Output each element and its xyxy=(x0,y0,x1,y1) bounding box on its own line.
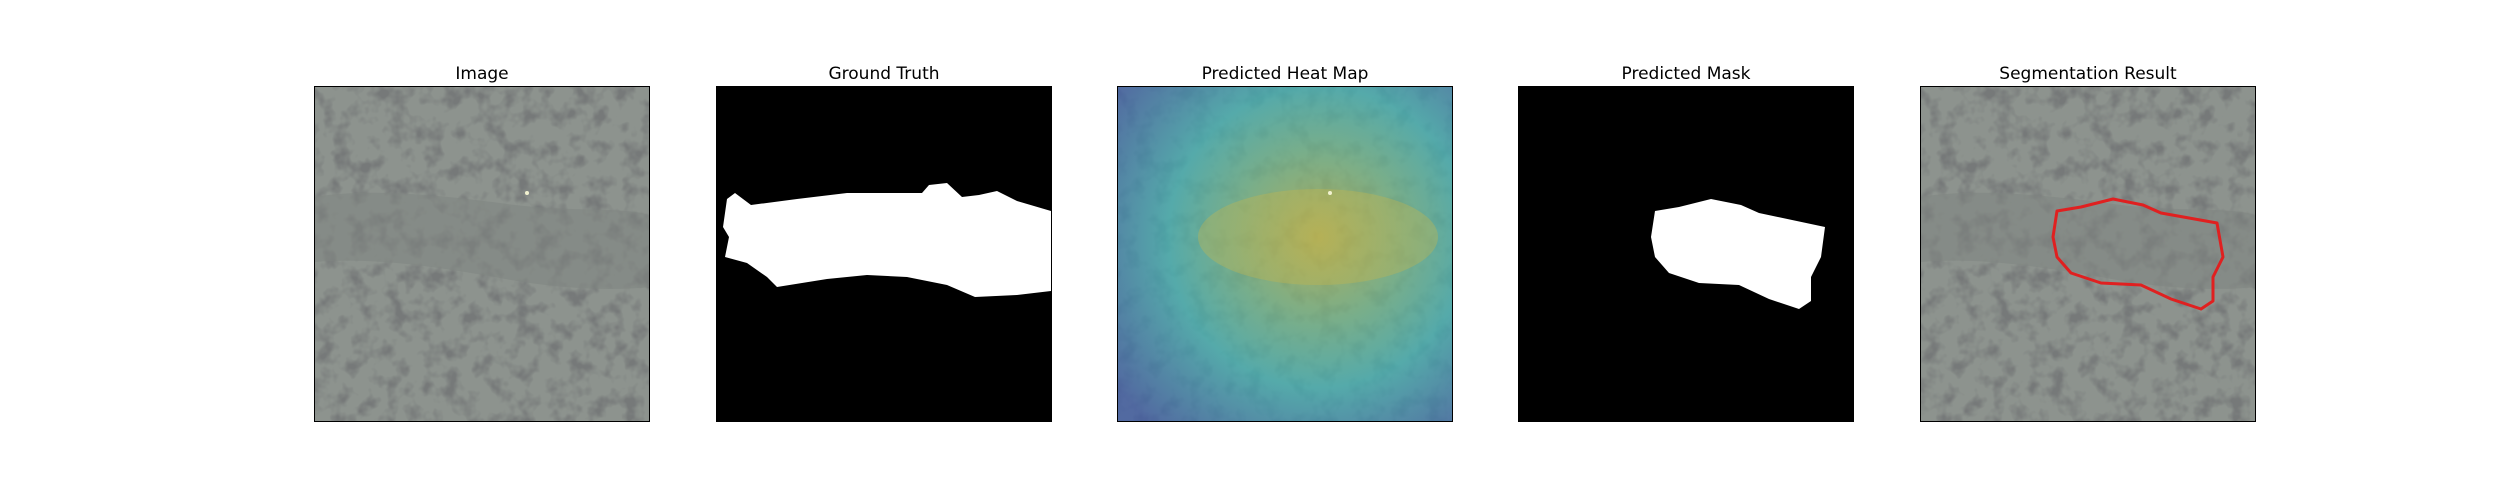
panel-segmentation-result: Segmentation Result xyxy=(1920,64,2256,422)
segmentation-contour xyxy=(2051,197,2225,311)
ground-truth-mask xyxy=(717,87,1051,421)
predicted-mask xyxy=(1519,87,1853,421)
heat-map-frame xyxy=(1117,86,1453,422)
heat-map-image xyxy=(1118,87,1452,421)
panel-title: Predicted Heat Map xyxy=(1201,64,1369,84)
panel-ground-truth: Ground Truth xyxy=(716,64,1052,422)
input-image xyxy=(315,87,649,421)
panel-title: Predicted Mask xyxy=(1621,64,1751,84)
panel-title: Ground Truth xyxy=(828,64,940,84)
ground-truth-frame xyxy=(716,86,1052,422)
image-frame xyxy=(314,86,650,422)
panel-title: Segmentation Result xyxy=(1999,64,2177,84)
segmentation-result-image xyxy=(1921,87,2255,421)
predicted-mask-frame xyxy=(1518,86,1854,422)
panel-heat-map: Predicted Heat Map xyxy=(1117,64,1453,422)
panel-title: Image xyxy=(455,64,509,84)
panel-predicted-mask: Predicted Mask xyxy=(1518,64,1854,422)
segmentation-result-frame xyxy=(1920,86,2256,422)
panel-image: Image xyxy=(314,64,650,422)
